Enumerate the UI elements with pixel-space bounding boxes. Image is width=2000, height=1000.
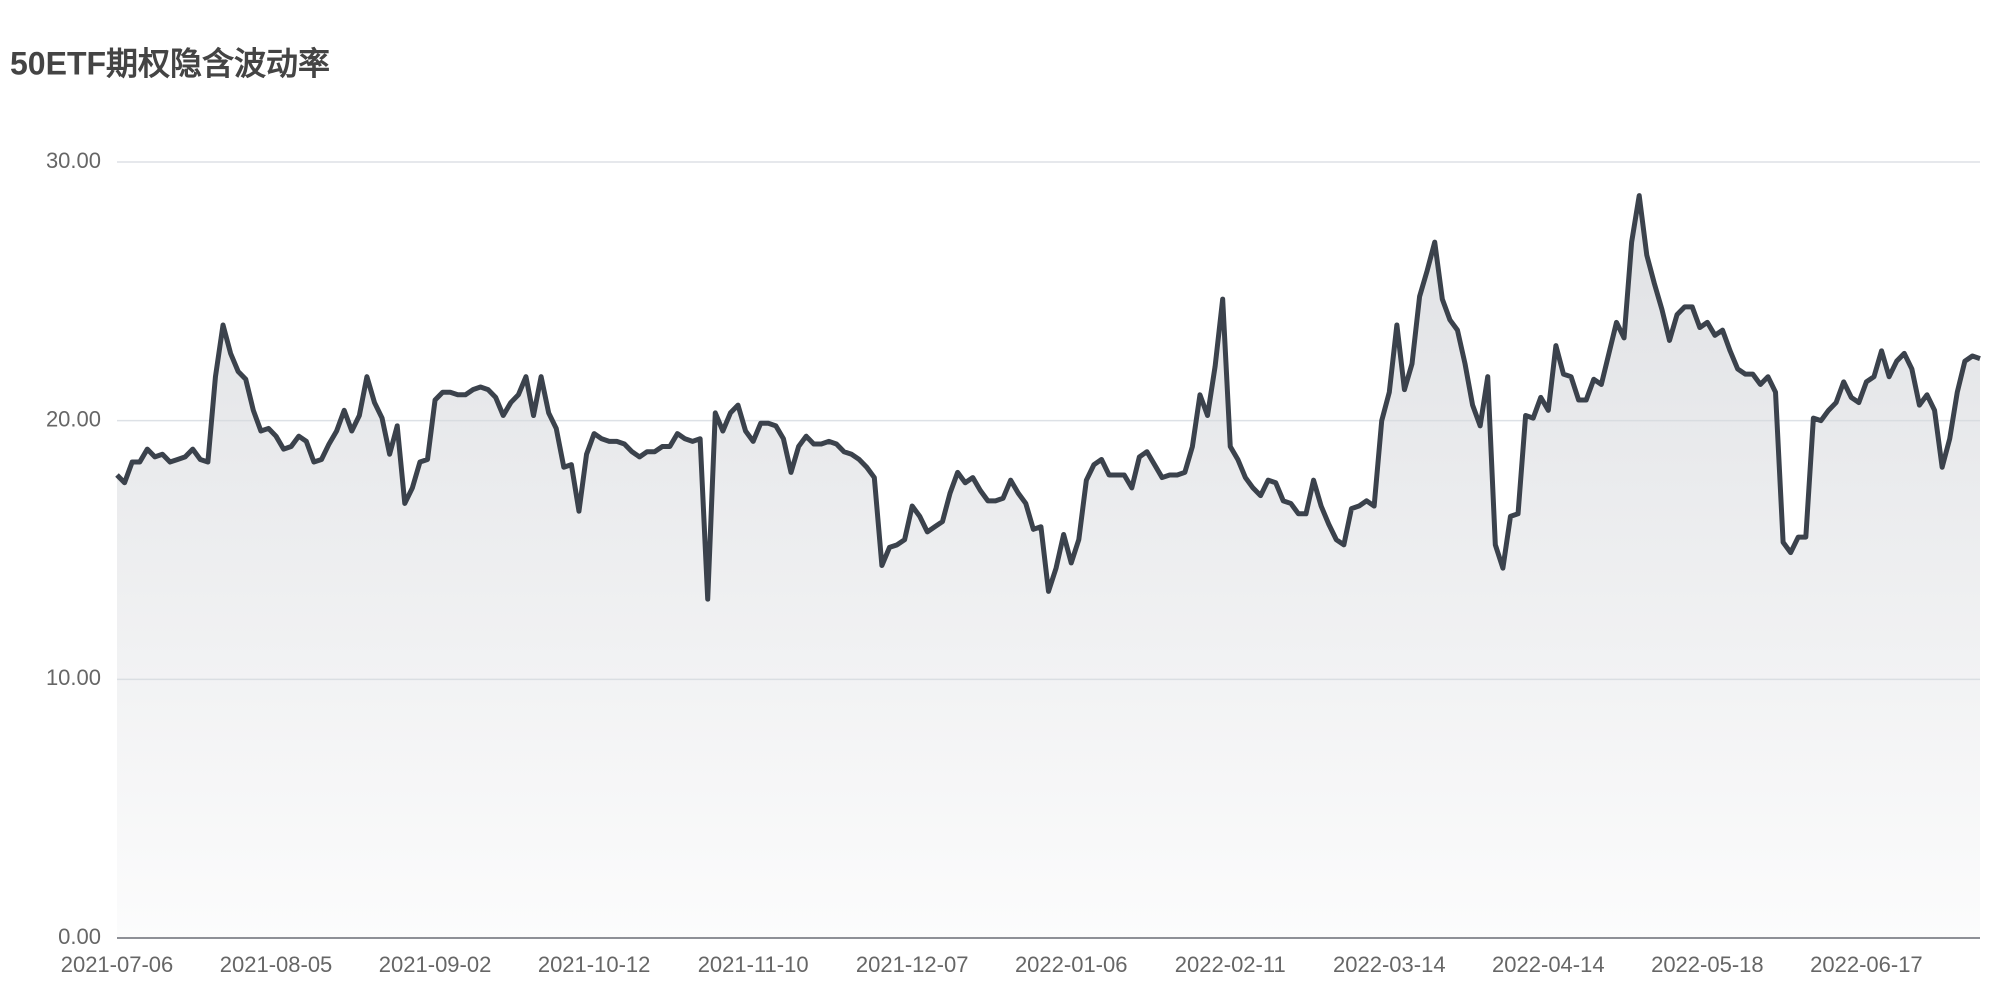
x-tick-label: 2021-08-05 <box>220 952 333 977</box>
x-tick-label: 2022-01-06 <box>1015 952 1128 977</box>
y-tick-label: 30.00 <box>46 148 101 173</box>
x-tick-label: 2021-07-06 <box>61 952 174 977</box>
chart-title: 50ETF期权隐含波动率 <box>10 45 330 81</box>
x-tick-label: 2022-05-18 <box>1651 952 1764 977</box>
y-tick-label: 10.00 <box>46 665 101 690</box>
x-tick-label: 2021-11-10 <box>698 952 809 977</box>
x-tick-label: 2022-04-14 <box>1492 952 1605 977</box>
x-tick-label: 2022-02-11 <box>1175 952 1286 977</box>
y-tick-label: 20.00 <box>46 406 101 431</box>
y-tick-label: 0.00 <box>58 924 101 949</box>
area <box>117 195 1980 938</box>
line <box>115 193 1981 602</box>
x-tick-label: 2022-03-14 <box>1333 952 1446 977</box>
x-tick-label: 2021-09-02 <box>379 952 492 977</box>
x-tick-label: 2022-06-17 <box>1810 952 1923 977</box>
x-tick-label: 2021-10-12 <box>538 952 651 977</box>
x-tick-label: 2021-12-07 <box>856 952 969 977</box>
